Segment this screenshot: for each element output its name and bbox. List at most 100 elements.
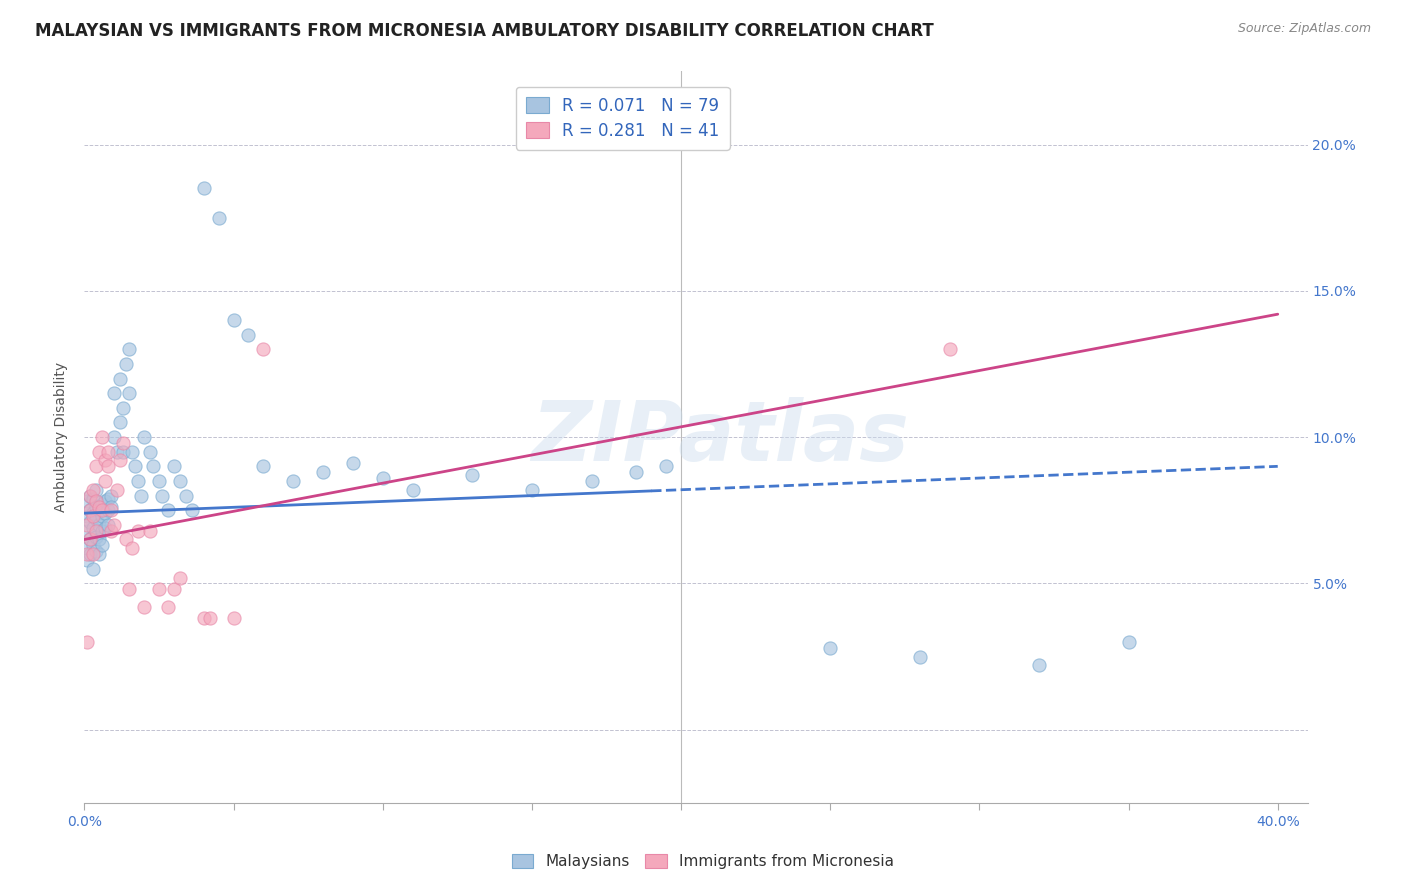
Point <box>148 474 170 488</box>
Point <box>115 533 138 547</box>
Point <box>118 386 141 401</box>
Point <box>626 465 648 479</box>
Point <box>520 483 543 497</box>
Point <box>82 483 104 497</box>
Point <box>79 533 101 547</box>
Point <box>252 459 274 474</box>
Point <box>121 541 143 556</box>
Point <box>79 489 101 503</box>
Point <box>174 489 197 503</box>
Point <box>100 503 122 517</box>
Point <box>76 635 98 649</box>
Y-axis label: Ambulatory Disability: Ambulatory Disability <box>55 362 69 512</box>
Point <box>94 474 117 488</box>
Point <box>91 503 114 517</box>
Point <box>312 465 335 479</box>
Text: Source: ZipAtlas.com: Source: ZipAtlas.com <box>1237 22 1371 36</box>
Point <box>156 503 179 517</box>
Point <box>76 509 98 524</box>
Point <box>163 459 186 474</box>
Point <box>91 430 114 444</box>
Point <box>121 444 143 458</box>
Point <box>82 562 104 576</box>
Point <box>94 453 117 467</box>
Point <box>342 457 364 471</box>
Point <box>91 509 114 524</box>
Point <box>156 599 179 614</box>
Point <box>94 494 117 508</box>
Point <box>84 530 107 544</box>
Point <box>82 521 104 535</box>
Legend: Malaysians, Immigrants from Micronesia: Malaysians, Immigrants from Micronesia <box>506 847 900 875</box>
Point <box>84 524 107 538</box>
Point <box>142 459 165 474</box>
Point <box>103 386 125 401</box>
Point <box>84 483 107 497</box>
Point <box>100 489 122 503</box>
Point <box>89 444 111 458</box>
Point <box>252 343 274 357</box>
Point <box>89 533 111 547</box>
Point <box>108 371 131 385</box>
Point <box>84 494 107 508</box>
Point <box>79 515 101 529</box>
Point <box>193 181 215 195</box>
Point <box>94 506 117 520</box>
Point <box>169 570 191 584</box>
Point <box>169 474 191 488</box>
Point <box>100 524 122 538</box>
Point <box>76 517 98 532</box>
Text: ZIPatlas: ZIPatlas <box>531 397 910 477</box>
Point <box>283 474 305 488</box>
Point <box>97 517 120 532</box>
Point <box>461 468 484 483</box>
Point <box>818 640 841 655</box>
Point <box>82 538 104 552</box>
Point <box>127 474 149 488</box>
Point <box>76 553 98 567</box>
Point <box>132 599 155 614</box>
Point <box>76 524 98 538</box>
Point <box>91 524 114 538</box>
Point <box>91 497 114 511</box>
Point <box>82 547 104 561</box>
Point <box>84 544 107 558</box>
Point <box>97 444 120 458</box>
Point <box>150 489 173 503</box>
Point <box>82 509 104 524</box>
Point <box>79 489 101 503</box>
Point <box>124 459 146 474</box>
Point <box>118 582 141 597</box>
Point <box>89 547 111 561</box>
Point <box>82 506 104 520</box>
Point <box>139 524 162 538</box>
Point <box>105 444 128 458</box>
Point <box>139 444 162 458</box>
Point <box>84 500 107 515</box>
Point <box>84 459 107 474</box>
Point <box>79 547 101 561</box>
Point <box>89 503 111 517</box>
Point <box>105 483 128 497</box>
Point <box>79 533 101 547</box>
Point <box>94 521 117 535</box>
Point <box>908 649 931 664</box>
Point <box>371 471 394 485</box>
Point <box>76 547 98 561</box>
Legend: R = 0.071   N = 79, R = 0.281   N = 41: R = 0.071 N = 79, R = 0.281 N = 41 <box>516 87 730 150</box>
Point <box>112 401 135 415</box>
Point <box>222 313 245 327</box>
Point <box>581 474 603 488</box>
Point <box>132 430 155 444</box>
Point <box>112 444 135 458</box>
Point <box>127 524 149 538</box>
Point <box>108 416 131 430</box>
Point <box>163 582 186 597</box>
Point <box>198 611 221 625</box>
Point <box>112 436 135 450</box>
Point <box>207 211 229 225</box>
Point <box>79 503 101 517</box>
Point <box>79 503 101 517</box>
Point <box>76 541 98 556</box>
Point <box>1028 658 1050 673</box>
